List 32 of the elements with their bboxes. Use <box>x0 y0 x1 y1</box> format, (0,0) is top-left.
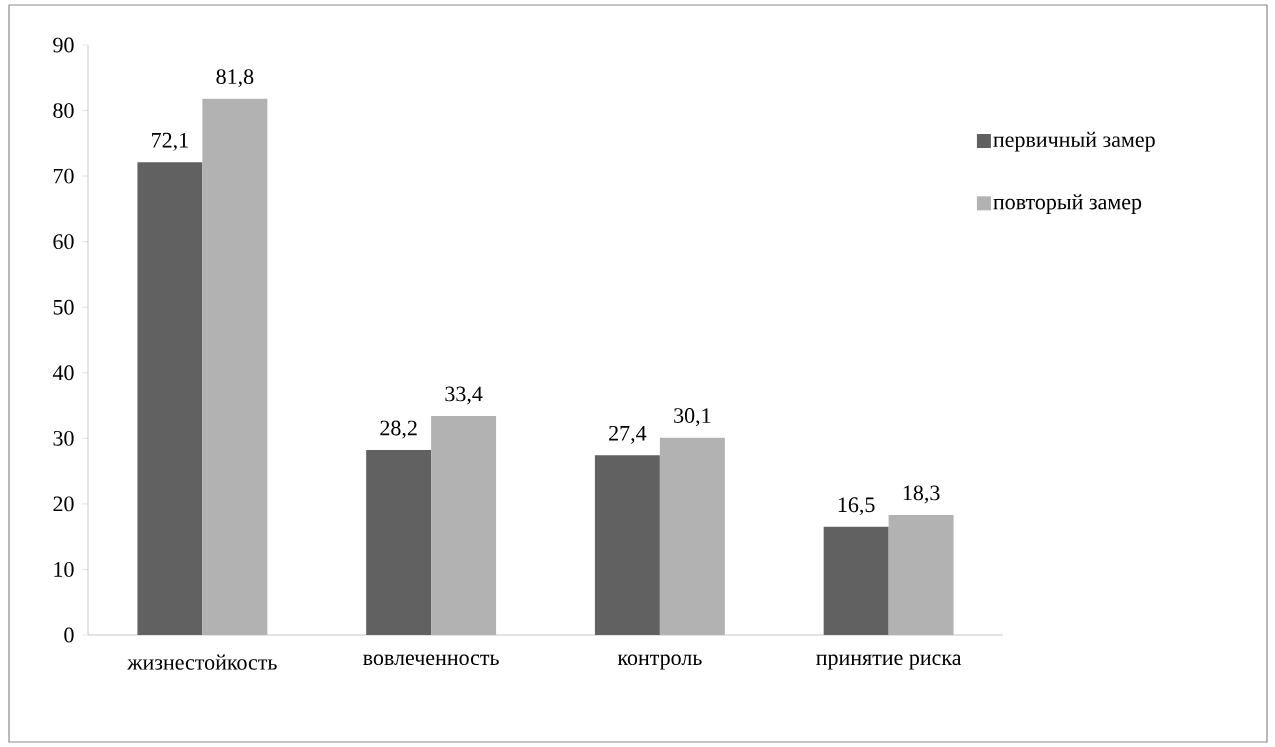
y-tick-label: 20 <box>53 496 74 512</box>
data-label: 28,2 <box>380 420 417 439</box>
data-label: 27,4 <box>609 425 647 444</box>
bar <box>202 98 268 635</box>
bar <box>659 437 725 635</box>
bar <box>888 515 954 635</box>
data-label: 18,3 <box>903 485 940 504</box>
y-tick-label: 90 <box>53 37 74 53</box>
bar <box>366 450 432 635</box>
y-tick-label: 60 <box>53 234 74 250</box>
data-label: 72,1 <box>152 132 188 151</box>
x-tick-label: вовлеченность <box>363 654 499 666</box>
y-tick-label: 30 <box>53 430 74 446</box>
y-tick-label: 10 <box>54 562 74 577</box>
y-tick-label: 50 <box>53 299 74 315</box>
data-label: 16,5 <box>838 497 875 516</box>
data-label: 33,4 <box>445 386 483 405</box>
legend-label: повторый замер <box>993 194 1142 214</box>
x-tick-label: жизнестойкость <box>127 654 277 670</box>
bar <box>137 162 203 635</box>
bar <box>431 416 497 635</box>
y-tick-label: 70 <box>53 168 74 184</box>
legend-label: первичный замер <box>993 131 1155 152</box>
y-tick-label: 0 <box>64 627 74 643</box>
bar <box>594 455 660 635</box>
bar <box>823 526 889 635</box>
y-tick-label: 80 <box>53 103 74 118</box>
x-tick-label: контроль <box>617 654 702 670</box>
y-tick-label: 40 <box>52 365 74 381</box>
data-label: 81,8 <box>216 69 254 88</box>
data-label: 30,1 <box>674 408 711 427</box>
x-tick-label: принятие риска <box>816 654 962 670</box>
